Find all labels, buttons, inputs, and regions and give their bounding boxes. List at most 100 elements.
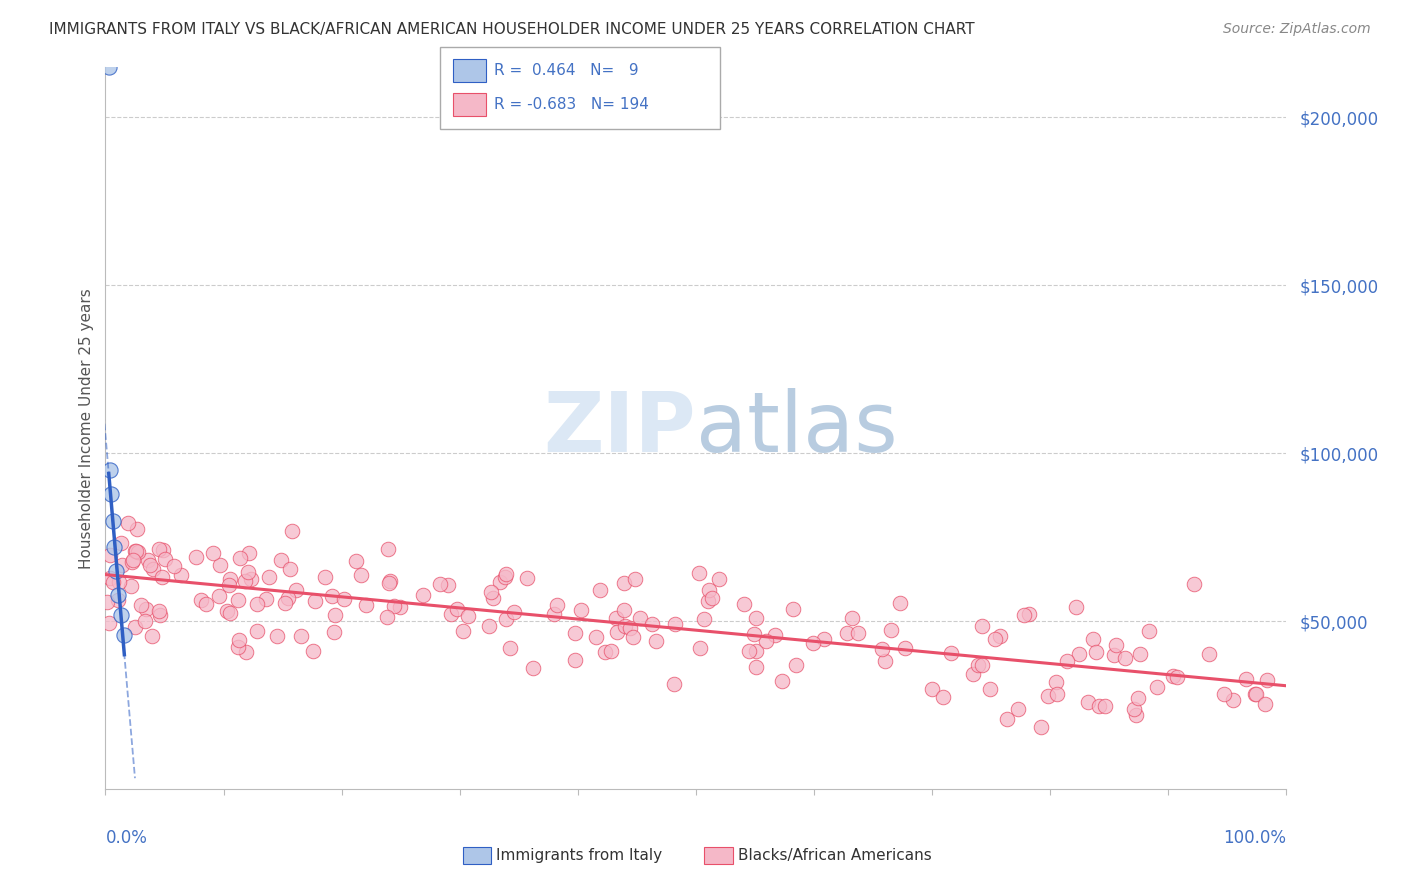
- Point: [1105, 638, 1128, 652]
- Point: [377, 575, 399, 590]
- Point: [412, 589, 434, 603]
- Point: [226, 593, 249, 607]
- Point: [150, 569, 173, 583]
- Point: [382, 599, 405, 613]
- Point: [921, 681, 943, 696]
- Point: [606, 624, 628, 639]
- Point: [744, 627, 766, 641]
- Point: [569, 603, 592, 617]
- Point: [837, 626, 859, 640]
- Point: [270, 553, 292, 567]
- Point: [453, 624, 475, 638]
- Point: [124, 543, 146, 558]
- Point: [429, 577, 451, 591]
- Point: [153, 552, 176, 566]
- Point: [745, 644, 768, 658]
- Point: [112, 628, 135, 642]
- Point: [98, 463, 121, 477]
- Point: [894, 641, 917, 656]
- Point: [278, 562, 301, 576]
- Point: [148, 604, 170, 618]
- Point: [889, 596, 911, 610]
- Point: [215, 604, 238, 618]
- Point: [1104, 648, 1126, 662]
- Point: [1129, 647, 1152, 661]
- Point: [755, 633, 778, 648]
- Point: [1056, 655, 1078, 669]
- Point: [763, 628, 786, 642]
- Point: [120, 579, 142, 593]
- Point: [259, 570, 281, 584]
- Point: [186, 550, 208, 565]
- Point: [841, 611, 863, 625]
- Text: Source: ZipAtlas.com: Source: ZipAtlas.com: [1223, 22, 1371, 37]
- Point: [124, 620, 146, 634]
- Point: [246, 624, 269, 639]
- Point: [482, 591, 505, 605]
- Text: ZIP: ZIP: [544, 388, 696, 468]
- Point: [350, 568, 373, 582]
- Point: [107, 592, 129, 607]
- Point: [1084, 645, 1107, 659]
- Point: [613, 576, 636, 591]
- Point: [136, 553, 159, 567]
- Point: [972, 619, 994, 633]
- Point: [233, 574, 256, 589]
- Point: [733, 597, 755, 611]
- Point: [696, 594, 718, 608]
- Point: [641, 616, 664, 631]
- Point: [516, 571, 538, 585]
- Point: [195, 597, 218, 611]
- Point: [499, 640, 522, 655]
- Point: [141, 629, 163, 643]
- Point: [354, 598, 377, 612]
- Point: [325, 608, 347, 623]
- Point: [478, 619, 501, 633]
- Point: [848, 625, 870, 640]
- Point: [135, 602, 157, 616]
- Point: [96, 595, 118, 609]
- Point: [1254, 697, 1277, 711]
- Point: [1137, 624, 1160, 639]
- Point: [277, 591, 299, 606]
- Point: [378, 574, 401, 589]
- Point: [219, 572, 242, 586]
- Point: [614, 619, 637, 633]
- Point: [333, 591, 356, 606]
- Point: [543, 607, 565, 622]
- Point: [1114, 650, 1136, 665]
- Point: [697, 583, 720, 598]
- Point: [939, 646, 962, 660]
- Point: [502, 605, 524, 619]
- Point: [375, 610, 398, 624]
- Point: [127, 544, 149, 558]
- Point: [522, 660, 544, 674]
- Text: Blacks/African Americans: Blacks/African Americans: [738, 848, 932, 863]
- Point: [202, 545, 225, 559]
- Point: [1125, 708, 1147, 723]
- Point: [628, 611, 651, 625]
- Point: [664, 617, 686, 632]
- Point: [111, 558, 134, 572]
- Point: [266, 629, 288, 643]
- Point: [689, 641, 711, 656]
- Point: [240, 572, 263, 586]
- Point: [1244, 687, 1267, 701]
- Point: [984, 632, 1007, 647]
- Point: [127, 522, 149, 536]
- Point: [246, 597, 269, 611]
- Point: [101, 514, 124, 528]
- Point: [495, 567, 517, 582]
- Point: [235, 645, 257, 659]
- Y-axis label: Householder Income Under 25 years: Householder Income Under 25 years: [79, 288, 94, 568]
- Point: [1014, 608, 1036, 623]
- Text: Immigrants from Italy: Immigrants from Italy: [496, 848, 662, 863]
- Point: [593, 645, 616, 659]
- Point: [1081, 632, 1104, 646]
- Point: [870, 642, 893, 657]
- Point: [1007, 702, 1029, 716]
- Point: [226, 640, 249, 654]
- Point: [446, 602, 468, 616]
- Point: [1234, 672, 1257, 686]
- Point: [163, 558, 186, 573]
